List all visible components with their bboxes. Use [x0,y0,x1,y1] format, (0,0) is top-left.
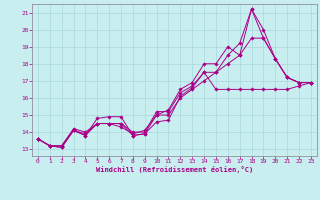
X-axis label: Windchill (Refroidissement éolien,°C): Windchill (Refroidissement éolien,°C) [96,166,253,173]
